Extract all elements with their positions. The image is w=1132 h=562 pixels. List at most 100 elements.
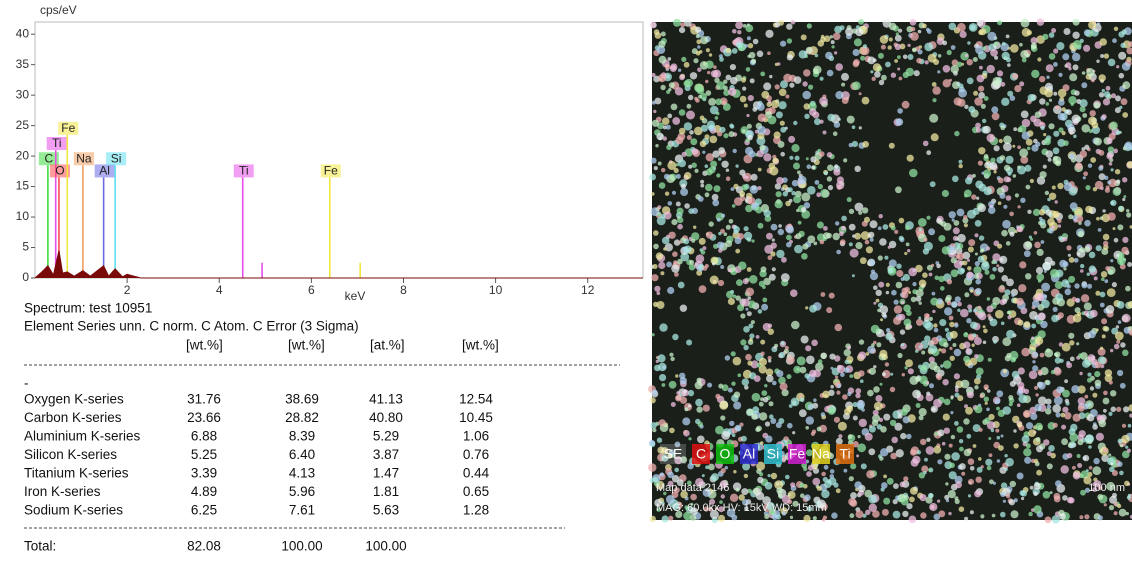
map-speck	[715, 426, 724, 435]
map-speck	[998, 445, 1004, 451]
map-speck	[674, 168, 679, 173]
map-speck	[891, 290, 897, 296]
map-speck	[831, 367, 834, 370]
map-speck	[804, 373, 809, 378]
map-speck	[728, 388, 733, 393]
map-speck	[897, 353, 902, 358]
map-speck	[943, 414, 950, 421]
map-speck	[975, 253, 978, 256]
map-speck	[791, 144, 799, 152]
map-speck	[780, 121, 785, 126]
map-speck	[731, 515, 737, 521]
map-speck	[910, 487, 918, 495]
map-speck	[707, 71, 710, 74]
map-speck	[1058, 224, 1061, 227]
map-speck	[1055, 160, 1061, 166]
map-speck	[734, 197, 743, 206]
map-speck	[1122, 198, 1125, 201]
unit: [wt.%]	[186, 338, 223, 353]
map-speck	[745, 354, 752, 361]
map-speck	[1019, 43, 1023, 47]
map-speck	[776, 111, 783, 118]
map-speck	[1061, 425, 1066, 430]
legend-label: SE	[664, 446, 683, 462]
map-speck	[863, 44, 867, 48]
map-speck	[926, 438, 930, 442]
legend-label: Si	[767, 446, 779, 462]
map-speck	[751, 59, 756, 64]
map-speck	[732, 434, 736, 438]
map-speck	[920, 439, 926, 445]
map-speck	[1096, 328, 1099, 331]
map-speck	[1095, 362, 1102, 369]
map-speck	[992, 514, 996, 518]
map-speck	[884, 256, 888, 260]
map-speck	[1007, 177, 1012, 182]
map-speck	[872, 420, 878, 426]
map-speck	[926, 216, 930, 220]
map-speck	[1092, 424, 1098, 430]
map-speck	[976, 197, 979, 200]
map-speck	[993, 340, 997, 344]
map-speck	[960, 31, 967, 38]
cell: 7.61	[289, 503, 315, 518]
map-speck	[1119, 471, 1124, 476]
map-speck	[1094, 371, 1100, 377]
legend-label: C	[696, 446, 706, 462]
map-speck	[761, 304, 768, 311]
map-speck	[662, 237, 670, 245]
map-speck	[970, 466, 975, 471]
map-speck	[1070, 357, 1075, 362]
map-speck	[955, 385, 959, 389]
map-speck	[1036, 293, 1044, 301]
map-speck	[872, 510, 880, 518]
map-speck	[1087, 373, 1091, 377]
map-speck	[776, 487, 783, 494]
map-speck	[944, 428, 950, 434]
map-speck	[1077, 439, 1083, 445]
map-speck	[964, 517, 968, 521]
cell: 6.25	[191, 503, 217, 518]
map-speck	[1011, 510, 1019, 518]
map-speck	[1112, 282, 1117, 287]
map-speck	[1038, 313, 1046, 321]
map-speck	[873, 58, 877, 62]
map-speck	[988, 316, 993, 321]
map-speck	[649, 440, 655, 446]
map-speck	[1038, 382, 1046, 390]
map-speck	[1018, 205, 1021, 208]
y-tick-label: 0	[22, 270, 29, 284]
map-speck	[985, 270, 990, 275]
map-speck	[658, 262, 665, 269]
map-speck	[876, 290, 882, 296]
map-speck	[837, 365, 845, 373]
map-speck	[968, 106, 975, 113]
map-speck	[785, 475, 790, 480]
map-speck	[1021, 19, 1030, 28]
map-speck	[661, 214, 666, 219]
map-speck	[721, 214, 725, 218]
map-speck	[779, 101, 787, 109]
map-speck	[775, 63, 778, 66]
map-speck	[718, 232, 721, 235]
map-speck	[660, 85, 665, 90]
map-speck	[1096, 414, 1102, 420]
map-speck	[909, 325, 912, 328]
map-speck	[894, 230, 898, 234]
map-speck	[827, 165, 834, 172]
map-speck	[954, 496, 958, 500]
map-speck	[868, 232, 874, 238]
map-speck	[726, 169, 729, 172]
map-speck	[967, 266, 971, 270]
map-speck	[987, 421, 995, 429]
map-speck	[816, 192, 821, 197]
map-speck	[1078, 353, 1083, 358]
map-speck	[741, 436, 747, 442]
map-speck	[934, 366, 941, 373]
map-speck	[971, 194, 976, 199]
map-speck	[720, 415, 725, 420]
map-speck	[671, 402, 676, 407]
map-speck	[820, 77, 824, 81]
map-speck	[660, 271, 664, 275]
map-speck	[790, 289, 798, 297]
